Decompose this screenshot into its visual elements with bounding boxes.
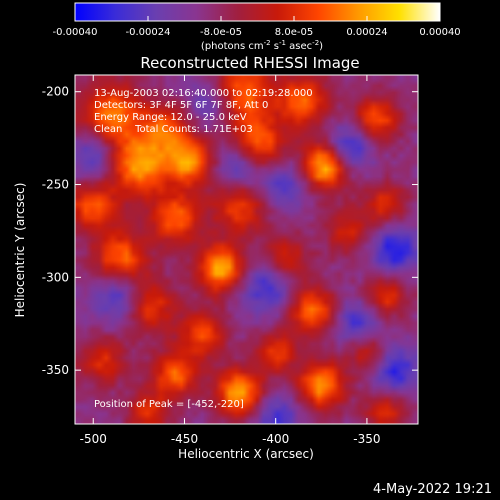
x-tick-label: -400 bbox=[262, 432, 289, 446]
colorbar-tick-label: -0.00024 bbox=[126, 27, 171, 38]
x-axis-label: Heliocentric X (arcsec) bbox=[178, 447, 314, 461]
annotation-detectors: Detectors: 3F 4F 5F 6F 7F 8F, Att 0 bbox=[94, 100, 268, 111]
colorbar bbox=[75, 3, 440, 21]
colorbar-tick-label: -0.00040 bbox=[53, 27, 98, 38]
annotation-time: 13-Aug-2003 02:16:40.000 to 02:19:28.000 bbox=[94, 88, 313, 99]
peak-position-label: Position of Peak = [-452,-220] bbox=[94, 399, 244, 410]
y-axis-ticks: -200 -250 -300 -350 bbox=[42, 85, 418, 377]
colorbar-tick-label: 8.0e-05 bbox=[275, 27, 313, 38]
x-tick-label: -450 bbox=[171, 432, 198, 446]
x-axis-ticks: -500 -450 -400 -350 bbox=[80, 75, 381, 446]
annotation-energy: Energy Range: 12.0 - 25.0 keV bbox=[94, 112, 247, 123]
date-stamp: 4-May-2022 19:21 bbox=[373, 482, 492, 497]
x-tick-label: -500 bbox=[80, 432, 107, 446]
colorbar-tick-label: 0.00024 bbox=[346, 27, 387, 38]
y-tick-label: -300 bbox=[42, 270, 69, 284]
colorbar-tick-label: 0.00040 bbox=[419, 27, 460, 38]
y-tick-label: -250 bbox=[42, 178, 69, 192]
colorbar-frame bbox=[74, 2, 441, 22]
heatmap-image bbox=[75, 75, 418, 424]
colorbar-tick-label: -8.0e-05 bbox=[200, 27, 242, 38]
colorbar-ticks: -0.00040 -0.00024 -8.0e-05 8.0e-05 0.00024 0.… bbox=[53, 16, 461, 38]
chart-title: Reconstructed RHESSI Image bbox=[140, 54, 359, 72]
y-tick-label: -200 bbox=[42, 85, 69, 99]
plot-frame bbox=[74, 74, 419, 425]
x-tick-label: -350 bbox=[353, 432, 380, 446]
annotation-counts: Clean Total Counts: 1.71E+03 bbox=[94, 124, 253, 135]
colorbar-label: (photons cm-2 s-1 asec-2) bbox=[201, 39, 323, 52]
y-tick-label: -350 bbox=[42, 363, 69, 377]
annotations: 13-Aug-2003 02:16:40.000 to 02:19:28.000… bbox=[94, 88, 313, 410]
y-axis-label: Heliocentric Y (arcsec) bbox=[13, 183, 27, 318]
